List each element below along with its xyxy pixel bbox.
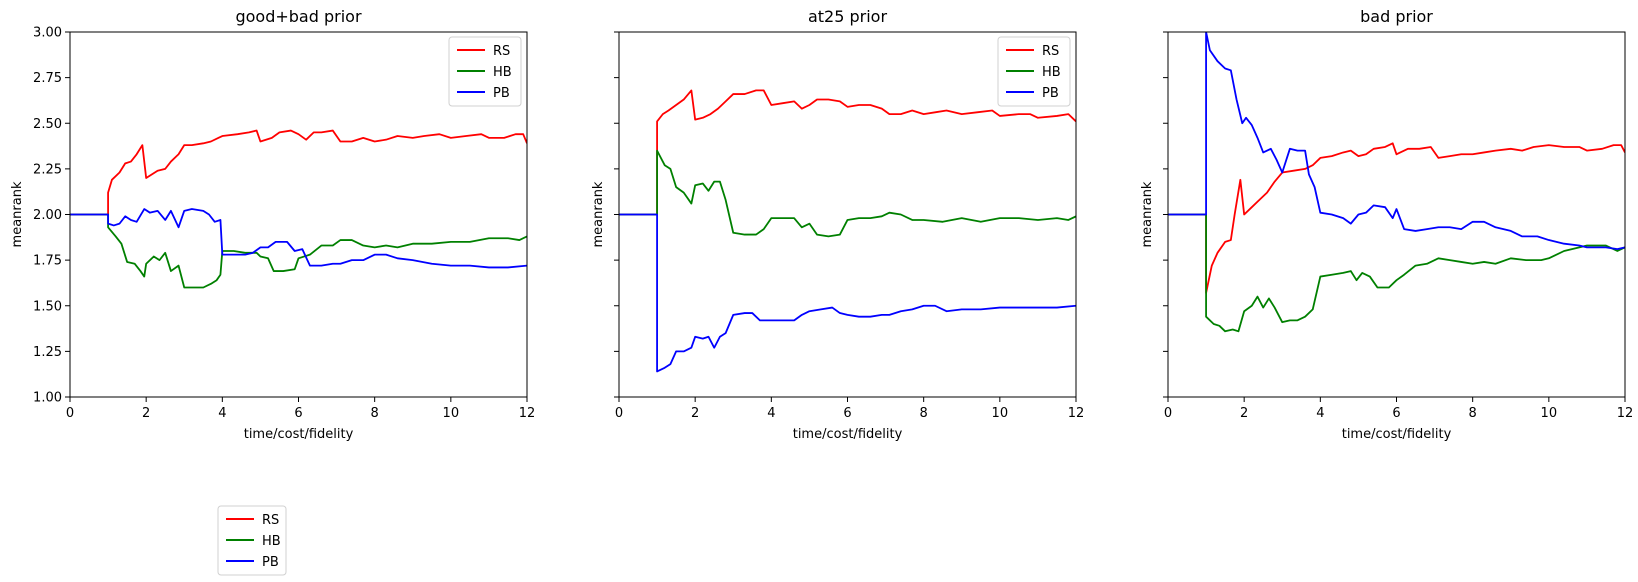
x-tick-label: 2 — [1240, 406, 1248, 421]
x-tick-label: 8 — [1469, 406, 1477, 421]
x-tick-label: 2 — [691, 406, 699, 421]
plot-frame — [1167, 31, 1626, 398]
x-tick-label: 6 — [1392, 406, 1400, 421]
x-tick-label: 10 — [1541, 406, 1558, 421]
x-tick-label: 8 — [920, 406, 928, 421]
x-tick-label: 6 — [294, 406, 302, 421]
x-tick-label: 10 — [992, 406, 1009, 421]
chart-title: bad prior — [1360, 7, 1433, 26]
legend-label-rs: RS — [1042, 44, 1059, 59]
y-tick-label: 2.00 — [33, 208, 62, 223]
x-axis-label: time/cost/fidelity — [1342, 427, 1452, 442]
legend-label-rs: RS — [262, 513, 279, 528]
legend-label-hb: HB — [1042, 65, 1061, 80]
series-line-hb — [619, 149, 1076, 238]
legend-label-pb: PB — [262, 555, 279, 570]
series-line-rs — [70, 129, 527, 216]
chart-title: at25 prior — [808, 7, 887, 26]
subplot-3: bad prior 0 2 4 6 8 10 12 time/cost/fidelity mean… — [1140, 7, 1633, 442]
chart-title: good+bad prior — [235, 7, 361, 26]
y-tick-label: 2.25 — [33, 162, 62, 177]
y-tick-label: 2.50 — [33, 117, 62, 132]
x-tick-label: 2 — [142, 406, 150, 421]
x-tick-label: 8 — [371, 406, 379, 421]
y-tick-label: 1.00 — [33, 391, 62, 406]
series-line-pb — [70, 208, 527, 269]
x-tick-label: 6 — [843, 406, 851, 421]
x-tick-label: 12 — [519, 406, 536, 421]
legend-label-hb: HB — [262, 534, 281, 549]
x-tick-label: 12 — [1068, 406, 1085, 421]
y-axis-label: meanrank — [10, 181, 25, 247]
series-line-rs — [619, 89, 1076, 216]
subplot-1: good+bad prior 0 2 4 6 8 10 12 1.00 1.25 1.50 1.75 2… — [10, 7, 535, 442]
legend-label-hb: HB — [493, 65, 512, 80]
legend-label-pb: PB — [1042, 86, 1059, 101]
x-tick-label: 4 — [767, 406, 775, 421]
series-line-pb — [619, 213, 1076, 373]
series-line-rs — [1168, 142, 1625, 294]
y-tick-label: 1.75 — [33, 254, 62, 269]
subplot-2: at25 prior 0 2 4 6 8 10 12 time/cost/fidelity mea… — [591, 7, 1084, 442]
y-tick-label: 1.50 — [33, 299, 62, 314]
y-axis-label: meanrank — [591, 181, 606, 247]
y-tick-label: 2.75 — [33, 71, 62, 86]
x-tick-label: 12 — [1617, 406, 1634, 421]
legend-label-pb: PB — [493, 86, 510, 101]
series-line-pb — [1168, 32, 1625, 251]
x-axis-label: time/cost/fidelity — [244, 427, 354, 442]
x-tick-label: 4 — [1316, 406, 1324, 421]
legend-label-rs: RS — [493, 44, 510, 59]
x-tick-label: 4 — [218, 406, 226, 421]
x-tick-label: 0 — [1164, 406, 1172, 421]
x-tick-label: 10 — [443, 406, 460, 421]
x-tick-label: 0 — [66, 406, 74, 421]
y-axis-label: meanrank — [1140, 181, 1155, 247]
y-tick-label: 1.25 — [33, 345, 62, 360]
figure-legend: RS HB PB — [217, 505, 287, 576]
x-tick-label: 0 — [615, 406, 623, 421]
y-tick-label: 3.00 — [33, 26, 62, 41]
x-axis-label: time/cost/fidelity — [793, 427, 903, 442]
series-line-hb — [1168, 213, 1625, 333]
